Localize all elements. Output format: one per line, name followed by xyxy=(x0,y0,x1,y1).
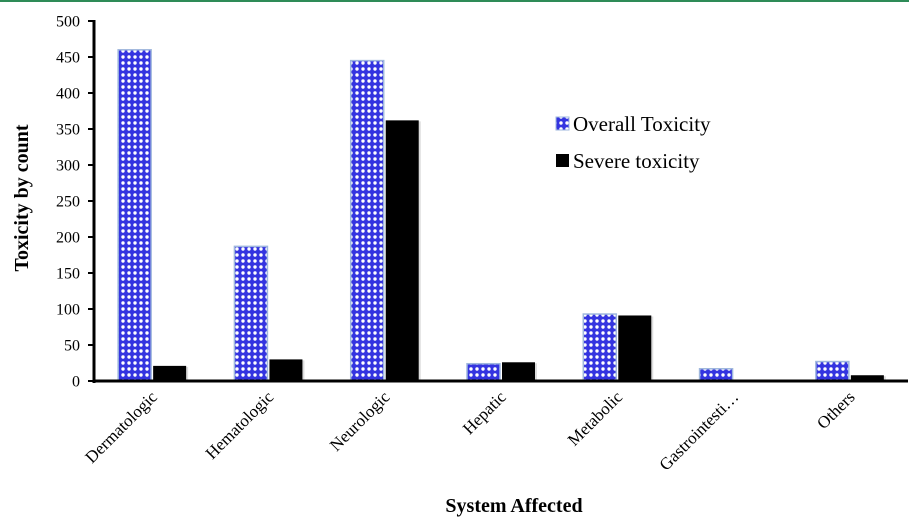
bar-overall-others xyxy=(815,360,850,382)
y-tick-label: 150 xyxy=(56,266,80,283)
bar-overall-gastrointesti xyxy=(698,368,734,382)
y-tick-label: 100 xyxy=(56,302,80,319)
legend-label-severe-toxicity: Severe toxicity xyxy=(573,149,700,173)
bar-severe-neurologic xyxy=(385,120,419,382)
bar-overall-hematologic xyxy=(233,245,269,382)
bar-overall-neurologic xyxy=(349,59,385,382)
legend-label-overall-toxicity: Overall Toxicity xyxy=(573,112,711,136)
y-tick-label: 0 xyxy=(72,374,80,391)
x-tick-label: Hepatic xyxy=(459,387,510,438)
y-tick-label: 50 xyxy=(64,338,80,355)
bar-severe-others xyxy=(850,375,884,381)
y-tick-label: 250 xyxy=(56,194,80,211)
bar-severe-hepatic xyxy=(502,362,535,381)
top-rule xyxy=(0,0,909,2)
x-tick-label: Hematologic xyxy=(202,387,278,463)
bar-overall-hepatic xyxy=(466,362,501,382)
bar-severe-dermatologic xyxy=(153,365,187,381)
legend-swatch-overall-toxicity xyxy=(555,116,570,131)
y-tick-label: 350 xyxy=(56,122,80,139)
legend-swatch-severe-toxicity xyxy=(556,154,569,167)
legend: Overall Toxicity Severe toxicity xyxy=(555,112,711,173)
bar-severe-metabolic xyxy=(618,315,652,381)
bar-overall-dermatologic xyxy=(117,49,152,382)
x-tick-label: Others xyxy=(813,387,858,432)
y-tick-label: 400 xyxy=(56,86,80,103)
x-axis-title: System Affected xyxy=(445,495,582,517)
x-tick-label: Neurologic xyxy=(326,387,394,455)
x-tick-label: Dermatologic xyxy=(81,387,161,467)
y-tick-label: 300 xyxy=(56,158,80,175)
y-axis-title: Toxicity by count xyxy=(11,124,33,271)
y-tick-label: 500 xyxy=(56,14,80,31)
bar-overall-metabolic xyxy=(582,313,618,382)
bar-severe-hematologic xyxy=(269,359,303,381)
y-tick-label: 450 xyxy=(56,50,80,67)
y-tick-label: 200 xyxy=(56,230,80,247)
x-tick-label: Gastrointesti… xyxy=(656,387,743,474)
x-tick-label: Metabolic xyxy=(564,387,626,449)
